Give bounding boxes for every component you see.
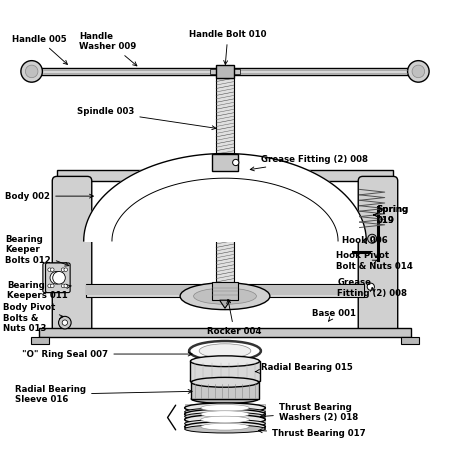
Ellipse shape <box>201 411 249 418</box>
Bar <box>86 285 364 295</box>
Text: Spindle 003: Spindle 003 <box>77 107 216 130</box>
FancyBboxPatch shape <box>358 176 398 333</box>
Ellipse shape <box>184 403 266 413</box>
Circle shape <box>64 268 68 272</box>
Circle shape <box>53 272 65 284</box>
Bar <box>212 154 239 171</box>
Circle shape <box>61 284 65 288</box>
Ellipse shape <box>194 288 256 304</box>
Text: Bearing
Keeper
Bolts 012: Bearing Keeper Bolts 012 <box>5 235 69 266</box>
Text: Rocker 004: Rocker 004 <box>207 299 261 336</box>
Circle shape <box>233 159 239 166</box>
Ellipse shape <box>201 423 249 430</box>
Ellipse shape <box>199 344 251 358</box>
Bar <box>401 337 419 344</box>
Polygon shape <box>220 300 230 308</box>
Ellipse shape <box>191 377 259 387</box>
Bar <box>184 424 266 429</box>
Bar <box>39 328 411 337</box>
Text: Thrust Bearing 017: Thrust Bearing 017 <box>258 429 366 438</box>
Bar <box>216 65 234 78</box>
Ellipse shape <box>191 394 259 403</box>
Ellipse shape <box>190 376 260 386</box>
Bar <box>184 412 266 416</box>
Circle shape <box>48 284 51 288</box>
Polygon shape <box>84 154 366 241</box>
Text: Radial Bearing
Sleeve 016: Radial Bearing Sleeve 016 <box>15 385 192 404</box>
Bar <box>57 170 393 181</box>
Bar <box>234 69 240 74</box>
Ellipse shape <box>184 425 266 433</box>
Bar <box>30 68 420 75</box>
Text: Thrust Bearing
Washers (2) 018: Thrust Bearing Washers (2) 018 <box>260 403 358 422</box>
Bar <box>190 361 260 381</box>
Text: Bearing
Keepers 011: Bearing Keepers 011 <box>7 280 71 300</box>
Text: Handle Bolt 010: Handle Bolt 010 <box>189 30 266 64</box>
Circle shape <box>50 272 63 284</box>
Ellipse shape <box>184 420 266 428</box>
Text: Hook 006: Hook 006 <box>342 236 387 245</box>
Circle shape <box>62 320 68 325</box>
Text: Hook Pivot
Bolt & Nuts 014: Hook Pivot Bolt & Nuts 014 <box>336 252 413 271</box>
Text: Handle
Washer 009: Handle Washer 009 <box>79 32 137 66</box>
Circle shape <box>61 268 65 272</box>
Circle shape <box>48 268 51 272</box>
Text: Base 001: Base 001 <box>312 309 356 321</box>
Ellipse shape <box>189 341 261 361</box>
Ellipse shape <box>180 283 270 310</box>
Ellipse shape <box>184 415 266 424</box>
Circle shape <box>408 61 429 82</box>
Circle shape <box>50 268 54 272</box>
Ellipse shape <box>184 412 266 420</box>
Bar <box>184 404 266 412</box>
Text: Handle 005: Handle 005 <box>12 35 68 64</box>
FancyBboxPatch shape <box>52 176 92 333</box>
Circle shape <box>367 283 374 290</box>
Ellipse shape <box>201 416 249 423</box>
Ellipse shape <box>201 404 249 411</box>
FancyBboxPatch shape <box>45 263 70 293</box>
Bar <box>191 382 259 399</box>
Bar <box>216 78 234 299</box>
FancyBboxPatch shape <box>43 263 68 293</box>
Circle shape <box>25 65 38 78</box>
Text: Radial Bearing 015: Radial Bearing 015 <box>255 363 353 373</box>
Circle shape <box>370 237 374 241</box>
Circle shape <box>21 61 42 82</box>
Text: Body Pivot
Bolts &
Nuts 013: Body Pivot Bolts & Nuts 013 <box>3 303 63 333</box>
Circle shape <box>64 284 68 288</box>
Ellipse shape <box>184 422 266 432</box>
Ellipse shape <box>190 356 260 367</box>
Text: "O" Ring Seal 007: "O" Ring Seal 007 <box>22 350 192 359</box>
Text: Spring
019: Spring 019 <box>374 205 409 225</box>
Bar <box>212 282 239 300</box>
Circle shape <box>50 284 54 288</box>
Circle shape <box>368 234 377 243</box>
Text: Grease Fitting (2) 008: Grease Fitting (2) 008 <box>250 155 368 171</box>
Bar <box>184 415 266 423</box>
Ellipse shape <box>184 408 266 416</box>
Text: Body 002: Body 002 <box>5 192 93 201</box>
Text: Grease
Fitting (2) 008: Grease Fitting (2) 008 <box>337 279 407 298</box>
Bar <box>210 69 216 74</box>
Circle shape <box>58 316 71 329</box>
Bar <box>31 337 49 344</box>
Text: Spring
019: Spring 019 <box>374 205 409 225</box>
Ellipse shape <box>184 409 266 419</box>
Bar <box>86 284 364 297</box>
Circle shape <box>412 65 425 78</box>
